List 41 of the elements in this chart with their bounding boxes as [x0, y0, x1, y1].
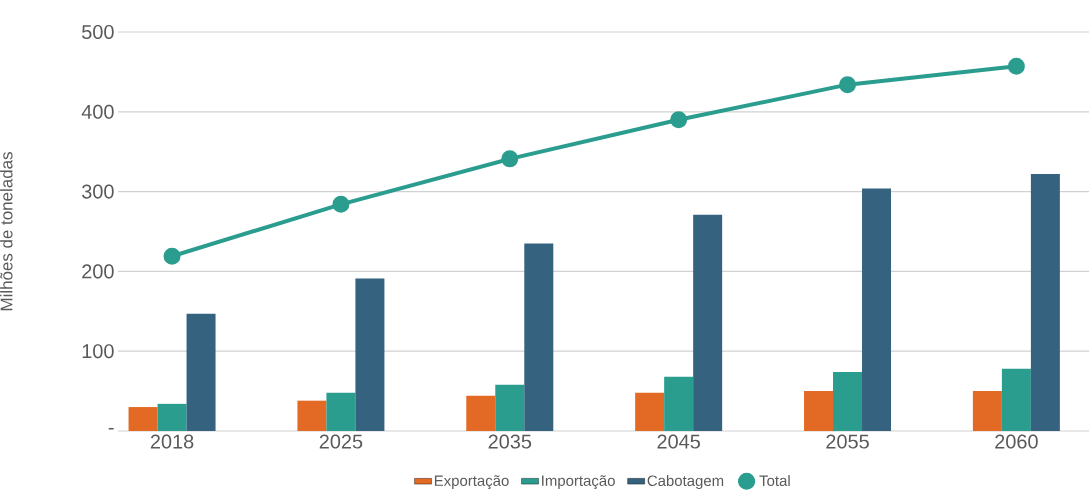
y-tick-label: 100: [82, 344, 114, 359]
legend-label: Importação: [542, 475, 615, 490]
x-tick-label: 2055: [826, 434, 869, 449]
x-tick-label: 2018: [150, 434, 194, 449]
legend-label: Cabotagem: [647, 475, 724, 489]
bar: [862, 188, 892, 431]
bar: [495, 384, 525, 431]
legend-label: Total: [759, 475, 790, 487]
bar: [664, 376, 694, 431]
bar: [186, 313, 216, 431]
point: [501, 150, 519, 168]
y-tick-label: -: [108, 427, 114, 430]
x-tick-label: 2025: [319, 434, 363, 449]
bar: [128, 407, 158, 431]
legend-label: Exportação: [434, 475, 509, 490]
point: [839, 76, 857, 94]
bar: [326, 392, 356, 431]
y-tick-label: 300: [82, 184, 114, 199]
bar: [1030, 174, 1060, 431]
bar: [635, 392, 665, 431]
point: [332, 195, 350, 213]
bar: [693, 214, 723, 431]
x-tick-label: 2035: [488, 434, 532, 449]
bar: [466, 395, 496, 431]
x-tick-label: 2060: [995, 434, 1038, 449]
bar: [297, 400, 327, 431]
bar: [1001, 368, 1031, 431]
bar: [524, 243, 554, 431]
bar: [833, 371, 863, 431]
y-tick-label: 400: [81, 104, 114, 119]
y-tick-label: 500: [82, 24, 114, 40]
y-tick-label: 200: [82, 264, 114, 279]
bar: [157, 403, 187, 431]
point: [670, 111, 688, 129]
point: [163, 247, 181, 265]
bar: [804, 391, 834, 431]
x-tick-label: 2045: [657, 434, 700, 449]
bar: [972, 391, 1002, 431]
point: [1007, 57, 1025, 75]
y-axis-title: Milhões de toneladas: [0, 152, 13, 311]
bar: [355, 278, 385, 431]
